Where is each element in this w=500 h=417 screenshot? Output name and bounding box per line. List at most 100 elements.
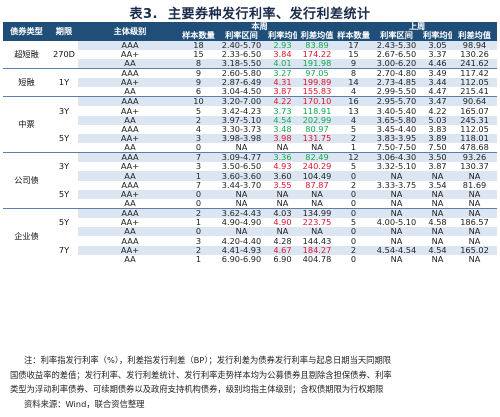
sample-count-cell: 18 [182,40,215,50]
last-sample-count-cell: 0 [337,208,371,219]
rating-cell: AAA [121,180,139,190]
rate-mean-cell: 4.54 [268,115,297,125]
sample-count-cell: 9 [182,67,215,79]
rate-range-cell: NA [235,198,248,208]
last-rate-mean-cell: NA [431,254,444,264]
spread-mean-cell: 82.49 [297,152,338,163]
last-rate-range-cell: 2.73-4.85 [370,78,424,88]
table-body: 超短融 270D AAA 18 2.40-5.70 2.93 83.89 17 2.43-5.3… [3,40,498,264]
rate-range-cell: 3.18-5.50 [215,58,268,69]
rate-range-cell: NA [215,189,268,199]
rating-cell: AAA [78,208,182,219]
last-sample-count-cell: 17 [337,40,371,50]
header-sample-count: 样本数量 [182,31,215,41]
last-sample-count-cell: 14 [337,78,371,88]
source-line: 资料来源：Wind，联合资信整理 [24,398,145,409]
last-sample-count-cell: 13 [348,106,359,116]
rate-range-cell: 6.90-6.90 [221,254,262,264]
spread-mean-cell: 134.99 [297,208,338,219]
last-spread-mean-cell: 165.02 [452,245,498,255]
term-cell: 270D [50,40,78,69]
rating-cell: AA+ [120,218,140,228]
bond-type-cell: 短融 [3,67,50,97]
sample-count-cell: 10 [182,96,215,107]
last-rate-range-cell: NA [390,198,403,208]
last-sample-count-cell: 5 [350,124,357,134]
last-rate-range-cell: NA [370,227,424,237]
last-rate-range-cell: 2.43-5.30 [370,40,424,50]
last-rate-range-cell: 3.00-6.20 [370,58,424,69]
last-sample-count-cell: 2 [350,180,357,190]
rate-mean-cell: NA [276,198,289,208]
sample-count-cell: 15 [193,49,204,59]
rate-mean-cell: NA [276,143,289,153]
note-line-3: 类型为浮动利率债券、可续期债券以及政府支持机构债券，级别均指主体级别；含权债期限… [10,384,384,394]
last-rate-mean-cell: NA [423,208,453,219]
last-spread-mean-cell: 478.68 [460,143,489,153]
spread-mean-cell: 97.05 [297,67,338,79]
header-last-week: 上周 [337,22,498,31]
rate-range-cell: 4.90-4.90 [221,218,262,228]
table-row: AA 0 NA NA NA 0 NA NA NA [3,199,497,209]
last-sample-count-cell: 1 [350,143,357,153]
table-notes: 注：利率指发行利率（%），利差指发行利差（BP）；发行利差为债券发行利率与起息日… [10,353,494,411]
rate-mean-cell: NA [268,227,297,237]
rating-cell: AA+ [120,106,140,116]
spread-mean-cell: 83.89 [297,40,338,50]
rating-cell: AA+ [120,49,140,59]
last-spread-mean-cell: NA [468,236,481,246]
sample-count-cell: 0 [195,198,202,208]
table-row: AA+ 9 2.87-6.49 4.31 199.89 14 2.73-4.85 3.44 11… [3,78,498,88]
sample-count-cell: 2 [182,208,215,219]
last-sample-count-cell: 5 [350,162,357,172]
last-rate-mean-cell: NA [431,198,444,208]
last-spread-mean-cell: 112.05 [452,78,498,88]
last-sample-count-cell: 15 [348,49,359,59]
last-spread-mean-cell: NA [468,198,481,208]
rate-mean-cell: 4.01 [268,58,297,69]
spread-mean-cell: 223.75 [302,218,332,228]
last-rate-mean-cell: NA [423,227,453,237]
table-row: 中票 3Y AAA 10 3.20-7.00 4.22 170.10 16 2.95-5.70 3… [3,96,498,153]
rate-range-cell: 4.20-4.40 [221,236,262,246]
last-rate-mean-cell: 7.50 [428,143,447,153]
last-rate-range-cell: 3.40-5.40 [376,106,417,116]
last-spread-mean-cell: 81.69 [462,180,487,190]
rate-range-cell: NA [235,143,248,153]
sample-count-cell: 2 [182,115,215,125]
last-rate-range-cell: NA [370,171,424,181]
last-rate-mean-cell: 3.49 [423,67,453,79]
sample-count-cell: 1 [182,171,215,181]
table-row: AA 0 NA NA NA 1 7.50-7.50 7.50 478.68 [3,143,497,153]
last-sample-count-cell: 0 [350,236,357,246]
term-cell: 3Y [50,152,78,181]
bond-type-cell: 企业债 [3,208,50,264]
rate-range-cell: NA [215,227,268,237]
last-rate-mean-cell: 3.37 [428,49,447,59]
term-cell: 5Y [50,124,78,153]
last-rate-range-cell: 7.50-7.50 [376,143,417,153]
rating-cell: AA [78,115,182,125]
term-cell: 5Y [50,208,78,237]
last-spread-mean-cell: NA [452,208,498,219]
sample-count-cell: 2 [182,245,215,255]
last-rate-mean-cell: 3.05 [423,40,453,50]
rate-mean-cell: 3.84 [273,49,292,59]
rate-mean-cell: 4.22 [268,96,297,107]
last-rate-mean-cell: NA [431,236,444,246]
rating-cell: AA+ [78,189,182,199]
rate-mean-cell: 3.48 [273,124,292,134]
table-row: AA 1 6.90-6.90 6.90 404.78 0 NA NA NA [3,255,497,264]
rate-mean-cell: 4.67 [268,245,297,255]
term-cell: 5Y [50,180,78,209]
bond-type-cell: 中票 [3,96,50,153]
last-rate-range-cell: NA [370,208,424,219]
sample-count-cell: 3 [195,236,202,246]
rate-range-cell: 3.30-3.73 [221,124,262,134]
last-rate-range-cell: 3.33-3.75 [376,180,417,190]
table-row: AA+ 15 2.33-6.50 3.84 174.22 15 2.67-6.50 3.37 1… [3,50,497,59]
last-spread-mean-cell: 118.01 [452,133,498,144]
header-rate-range-last: 利率区间 [370,31,424,41]
rate-range-cell: 2.60-5.80 [215,67,268,79]
rating-cell: AA [124,87,136,97]
